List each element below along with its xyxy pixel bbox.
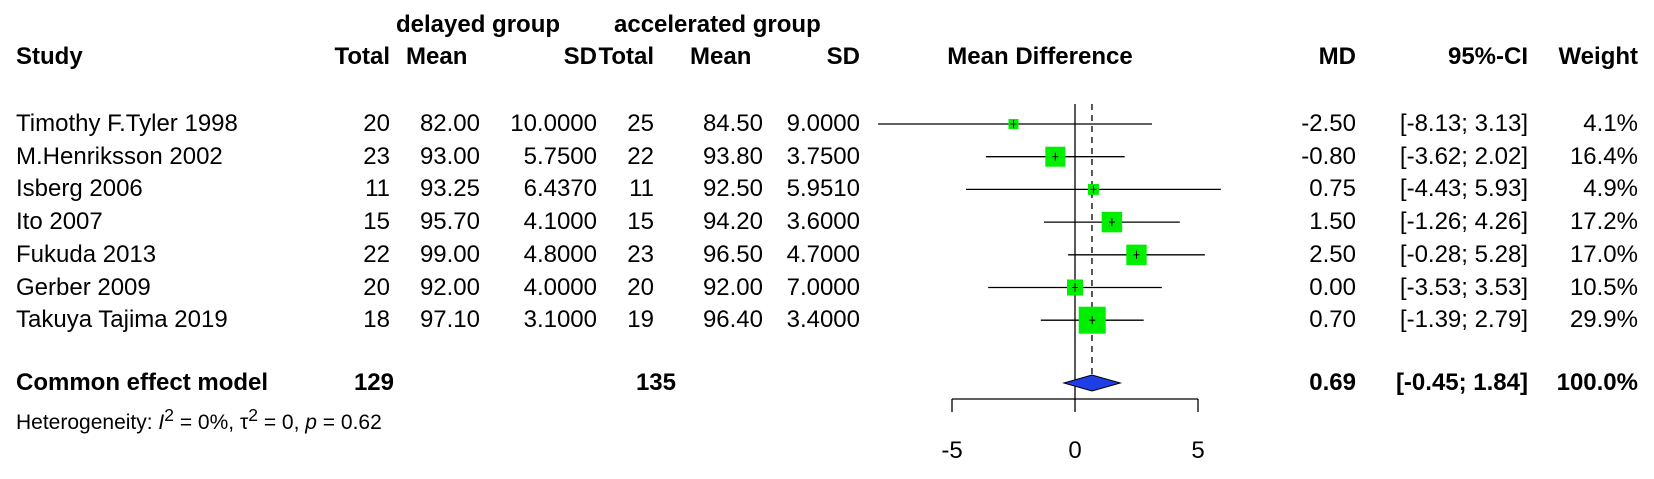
summary-total1: 129 [353, 369, 394, 396]
row-6-sd1: 3.1000 [523, 306, 597, 334]
row-4-m2: 96.50 [702, 240, 763, 268]
row-1-sd1: 5.7500 [523, 142, 597, 170]
row-4-n1: 22 [363, 240, 390, 268]
sd1-header: SD [563, 43, 597, 70]
row-2-ci: [-4.43; 5.93] [1399, 175, 1528, 203]
row-2-md: 0.75 [1309, 175, 1356, 203]
row-3-n1: 15 [363, 208, 390, 236]
row-2-weight: 4.9% [1583, 175, 1638, 203]
mean2-header: Mean [690, 43, 752, 70]
summary-md: 0.69 [1309, 369, 1356, 396]
row-5-m2: 92.00 [702, 273, 763, 301]
row-0-n2: 25 [627, 110, 654, 137]
row-2-sd2: 5.9510 [786, 175, 860, 203]
row-5-n1: 20 [363, 273, 390, 301]
row-0-md: -2.50 [1301, 110, 1356, 137]
row-6-weight: 29.9% [1569, 306, 1638, 334]
row-1-n2: 22 [627, 142, 654, 170]
x-tick-label-0: -5 [941, 437, 962, 464]
md-header: MD [1318, 43, 1356, 70]
row-5-ci: [-3.53; 3.53] [1399, 273, 1528, 301]
row-4-m1: 99.00 [419, 240, 480, 268]
plot-title: Mean Difference [947, 43, 1133, 70]
row-5-sd2: 7.0000 [786, 273, 860, 301]
row-5-md: 0.00 [1309, 273, 1356, 301]
row-1-sd2: 3.7500 [786, 142, 860, 170]
row-6-m1: 97.10 [419, 306, 480, 334]
row-0-weight: 4.1% [1583, 110, 1638, 137]
summary-total2: 135 [635, 369, 676, 396]
row-1-m1: 93.00 [419, 142, 480, 170]
row-2-n2: 11 [629, 175, 654, 203]
row-3-sd1: 4.1000 [523, 208, 597, 236]
row-3-ci: [-1.26; 4.26] [1399, 208, 1528, 236]
row-6-ci: [-1.39; 2.79] [1399, 306, 1528, 334]
row-3-study: Ito 2007 [16, 208, 103, 236]
row-4-n2: 23 [627, 240, 654, 268]
summary-weight: 100.0% [1556, 369, 1638, 396]
x-tick-label-2: 5 [1191, 437, 1204, 464]
mean1-header: Mean [406, 43, 468, 70]
row-2-m1: 93.25 [419, 175, 480, 203]
row-3-md: 1.50 [1309, 208, 1356, 236]
row-3-n2: 15 [627, 208, 654, 236]
row-3-sd2: 3.6000 [786, 208, 860, 236]
row-1-m2: 93.80 [702, 142, 763, 170]
row-6-study: Takuya Tajima 2019 [16, 306, 228, 334]
ci-header: 95%-CI [1447, 43, 1528, 70]
x-tick-label-1: 0 [1068, 437, 1081, 464]
weight-header: Weight [1558, 43, 1638, 70]
row-0-n1: 20 [363, 110, 390, 137]
row-1-n1: 23 [363, 142, 390, 170]
row-4-study: Fukuda 2013 [16, 240, 157, 268]
row-4-sd2: 4.7000 [786, 240, 860, 268]
row-0-study: Timothy F.Tyler 1998 [16, 110, 238, 137]
row-3-weight: 17.2% [1569, 208, 1638, 236]
row-1-study: M.Henriksson 2002 [16, 142, 223, 170]
row-3-m1: 95.70 [419, 208, 480, 236]
row-4-ci: [-0.28; 5.28] [1399, 240, 1528, 268]
row-6-md: 0.70 [1309, 306, 1356, 334]
row-5-weight: 10.5% [1569, 273, 1638, 301]
row-0-sd2: 9.0000 [786, 110, 860, 137]
row-4-sd1: 4.8000 [523, 240, 597, 268]
row-0-sd1: 10.0000 [510, 110, 597, 137]
group1-header: delayed group [396, 11, 561, 38]
common-effect-diamond [1062, 374, 1123, 392]
row-6-sd2: 3.4000 [786, 306, 860, 334]
row-6-n1: 18 [363, 306, 390, 334]
row-1-weight: 16.4% [1569, 142, 1638, 170]
row-5-study: Gerber 2009 [16, 273, 151, 301]
row-4-weight: 17.0% [1569, 240, 1638, 268]
row-5-sd1: 4.0000 [523, 273, 597, 301]
summary-ci: [-0.45; 1.84] [1395, 369, 1528, 396]
sd2-header: SD [826, 43, 860, 70]
row-6-m2: 96.40 [702, 306, 763, 334]
row-1-ci: [-3.62; 2.02] [1399, 142, 1528, 170]
row-0-ci: [-8.13; 3.13] [1399, 110, 1528, 137]
row-6-n2: 19 [627, 306, 654, 334]
group2-header: accelerated group [614, 11, 821, 38]
row-1-md: -0.80 [1301, 142, 1356, 170]
row-5-n2: 20 [627, 273, 654, 301]
summary-label: Common effect model [16, 369, 269, 396]
row-5-m1: 92.00 [419, 273, 480, 301]
row-4-md: 2.50 [1309, 240, 1356, 268]
row-0-m2: 84.50 [702, 110, 763, 137]
row-2-sd1: 6.4370 [523, 175, 597, 203]
total2-header: Total [598, 43, 654, 70]
heterogeneity-text: Heterogeneity: I2 = 0%, τ2 = 0, p = 0.62 [16, 405, 382, 434]
row-2-m2: 92.50 [702, 175, 763, 203]
total1-header: Total [334, 43, 390, 70]
study-header: Study [16, 43, 83, 70]
row-2-n1: 11 [365, 175, 390, 203]
row-0-m1: 82.00 [419, 110, 480, 137]
row-3-m2: 94.20 [702, 208, 763, 236]
row-2-study: Isberg 2006 [16, 175, 143, 203]
